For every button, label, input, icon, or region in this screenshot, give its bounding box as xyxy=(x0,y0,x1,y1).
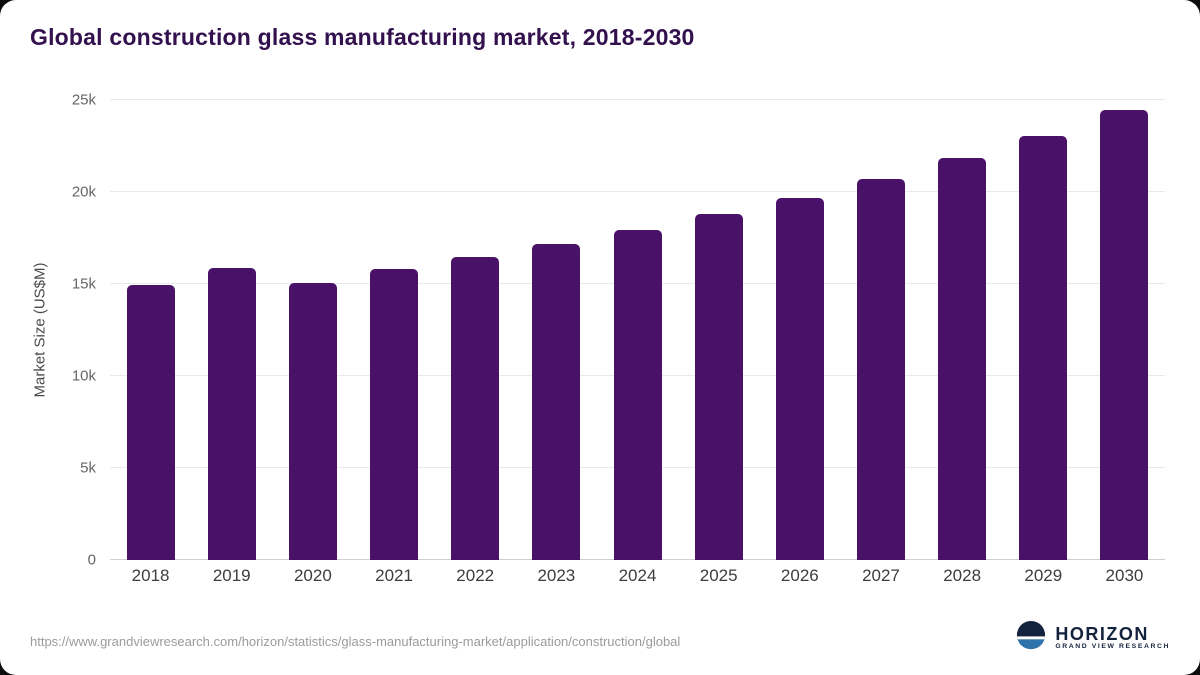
x-tick-label-2021: 2021 xyxy=(375,566,413,585)
bar-slot-2028 xyxy=(922,100,1003,560)
x-tick-label-2027: 2027 xyxy=(862,566,900,585)
logo-text: HORIZON GRAND VIEW RESEARCH xyxy=(1055,623,1170,651)
bar-slot-2018 xyxy=(110,100,191,560)
gridline-20k: 20k xyxy=(72,183,1165,200)
bar-2022 xyxy=(451,256,500,560)
bar-slot-2021 xyxy=(353,100,434,560)
x-tick-label-2029: 2029 xyxy=(1024,566,1063,585)
y-tick-label: 20k xyxy=(71,183,96,200)
bar-2029 xyxy=(1019,135,1068,560)
y-tick-label: 10k xyxy=(71,367,96,384)
x-tick-label-2024: 2024 xyxy=(618,566,657,585)
bar-slot-2020 xyxy=(272,100,353,560)
bar-2030 xyxy=(1100,110,1149,560)
bar-slot-2030 xyxy=(1084,100,1165,560)
bar-2021 xyxy=(370,269,419,560)
y-tick-label: 15k xyxy=(71,275,96,292)
x-tick-label-2022: 2022 xyxy=(456,566,495,585)
bar-2018 xyxy=(126,284,175,560)
horizon-logo: HORIZON GRAND VIEW RESEARCH xyxy=(1016,620,1170,655)
y-tick-label: 0 xyxy=(87,551,96,568)
horizon-logo-icon xyxy=(1016,620,1046,655)
bar-slot-2022 xyxy=(435,100,516,560)
bar-2023 xyxy=(532,243,581,560)
y-tick-label: 25k xyxy=(71,91,96,108)
bar-slot-2023 xyxy=(516,100,597,560)
x-tick-label-2028: 2028 xyxy=(943,566,982,585)
chart-title: Global construction glass manufacturing … xyxy=(30,24,695,50)
bar-2025 xyxy=(694,214,743,560)
y-axis-label: Market Size (US$M) xyxy=(31,262,49,398)
x-tick-label-2018: 2018 xyxy=(131,566,170,585)
gridline-25k: 25k xyxy=(72,91,1165,108)
bars xyxy=(110,100,1165,560)
x-tick-label-2023: 2023 xyxy=(537,566,576,585)
source-url: https://www.grandviewresearch.com/horizo… xyxy=(30,634,681,649)
y-tick-label: 5k xyxy=(80,459,96,476)
bar-2028 xyxy=(938,157,987,560)
bar-slot-2026 xyxy=(759,100,840,560)
bar-slot-2029 xyxy=(1003,100,1084,560)
x-axis-labels: 2018 2019 2020 2021 2022 2023 2024 2025 2026 2027… xyxy=(110,566,1165,586)
x-tick-label-2020: 2020 xyxy=(293,566,332,585)
x-tick-label-2025: 2025 xyxy=(699,566,738,585)
x-tick-label-2030: 2030 xyxy=(1105,566,1144,585)
bar-2020 xyxy=(288,282,337,560)
bar-2027 xyxy=(856,179,905,560)
plot-area: 0 5k 10k 15k 20k 25k xyxy=(72,91,1165,568)
x-tick-label-2019: 2019 xyxy=(212,566,251,585)
logo-title: HORIZON xyxy=(1055,623,1149,644)
bar-2026 xyxy=(775,197,824,560)
x-tick-label-2026: 2026 xyxy=(780,566,819,585)
bar-slot-2024 xyxy=(597,100,678,560)
bar-slot-2025 xyxy=(678,100,759,560)
logo-subtitle: GRAND VIEW RESEARCH xyxy=(1055,643,1170,651)
bar-slot-2027 xyxy=(840,100,921,560)
bar-slot-2019 xyxy=(191,100,272,560)
bar-2024 xyxy=(613,229,662,560)
bar-2019 xyxy=(207,268,256,560)
